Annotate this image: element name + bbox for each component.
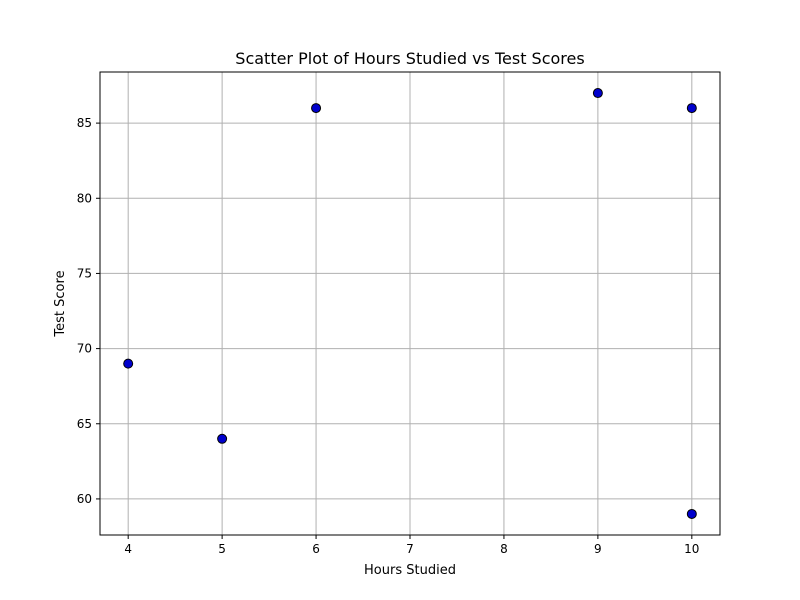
x-axis-label: Hours Studied bbox=[364, 563, 456, 578]
y-tick-label: 85 bbox=[77, 116, 92, 130]
plot-frame bbox=[99, 71, 721, 536]
x-tick-label: 5 bbox=[218, 542, 226, 556]
y-tick-label: 80 bbox=[77, 191, 92, 205]
data-point bbox=[686, 103, 697, 114]
data-points bbox=[123, 88, 697, 519]
chart-title: Scatter Plot of Hours Studied vs Test Sc… bbox=[235, 49, 584, 68]
data-point bbox=[217, 433, 228, 444]
y-tick-label: 70 bbox=[77, 342, 92, 356]
data-point bbox=[311, 103, 322, 114]
x-tick-label: 4 bbox=[124, 542, 132, 556]
axis-ticks: 4 5 6 7 8 9 10 60 65 70 75 80 85 bbox=[77, 116, 700, 556]
data-point bbox=[123, 358, 134, 369]
y-tick-label: 60 bbox=[77, 492, 92, 506]
y-axis-label: Test Score bbox=[53, 270, 68, 337]
data-point bbox=[686, 508, 697, 519]
grid bbox=[100, 72, 720, 535]
data-point bbox=[592, 88, 603, 99]
x-tick-label: 10 bbox=[684, 542, 699, 556]
x-tick-label: 7 bbox=[406, 542, 414, 556]
x-tick-label: 6 bbox=[312, 542, 320, 556]
y-tick-label: 75 bbox=[77, 266, 92, 280]
y-tick-label: 65 bbox=[77, 417, 92, 431]
x-tick-label: 9 bbox=[594, 542, 602, 556]
x-tick-label: 8 bbox=[500, 542, 508, 556]
